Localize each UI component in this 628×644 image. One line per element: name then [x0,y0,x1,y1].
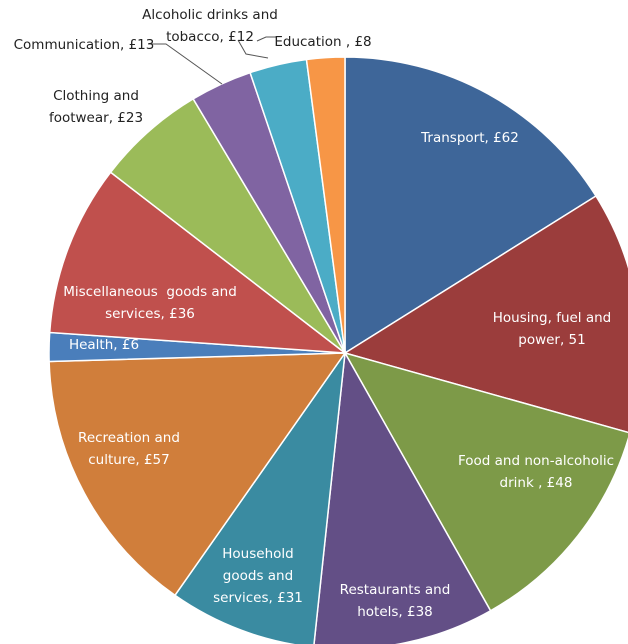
pie-slice-restaurants-and-hotels [313,350,492,644]
pie-slice-household-goods-and-services [173,350,347,644]
slice-label-line: Recreation and [78,430,180,446]
slice-label-alcoholic-drinks-and-tobacco: Alcoholic drinks and tobacco, £12 [142,7,278,45]
slice-label-health: Health, £6 [69,337,139,353]
slice-label-restaurants-and-hotels: Restaurants and hotels, £38 [340,582,451,620]
pie-slice-recreation-and-culture [48,352,347,597]
slice-label-line: footwear, £23 [49,110,143,126]
slice-label-clothing-and-footwear: Clothing and footwear, £23 [49,88,143,126]
slice-label-line: culture, £57 [88,452,170,468]
leader-lines [148,36,276,85]
slice-label-line: Restaurants and [340,582,451,598]
slice-label-housing-fuel-and-power: Housing, fuel and power, 51 [493,310,612,348]
slice-label-line: services, £31 [213,590,303,606]
slice-label-food-and-non-alcoholic-drink: Food and non-alcoholic drink , £48 [458,453,614,491]
slice-label-line: Communication, £13 [14,37,155,53]
slice-label-line: Alcoholic drinks and [142,7,278,23]
slice-label-line: power, 51 [518,332,586,348]
slice-label-line: Transport, £62 [420,130,519,146]
pie-slice-education [305,56,346,354]
slice-label-line: Housing, fuel and [493,310,612,326]
leader-line-communication [148,43,223,85]
slice-label-recreation-and-culture: Recreation and culture, £57 [78,430,180,468]
slice-label-line: Miscellaneous goods and [63,284,237,300]
slice-label-line: hotels, £38 [357,604,433,620]
slice-label-education: Education , £8 [274,34,371,50]
slice-label-household-goods-and-services: Household goods and services, £31 [213,546,303,606]
pie-slice-housing-fuel-and-power [343,194,628,434]
pie-slices [48,56,628,644]
slice-label-line: Food and non-alcoholic [458,453,614,469]
pie-slice-transport [344,56,597,355]
slice-label-line: drink , £48 [500,475,573,491]
leader-line-education [256,36,276,42]
pie-slice-miscellaneous-goods-and-services [48,171,348,354]
slice-label-line: Household [222,546,293,562]
slice-label-line: Clothing and [53,88,139,104]
leader-line-alcoholic-drinks-and-tobacco [237,39,269,59]
slice-label-line: services, £36 [105,306,195,322]
slice-label-miscellaneous-goods-and-services: Miscellaneous goods and services, £36 [63,284,237,322]
slice-label-line: Education , £8 [274,34,371,50]
slice-label-line: tobacco, £12 [166,29,254,45]
slice-label-transport: Transport, £62 [420,130,519,146]
pie-slice-food-and-non-alcoholic-drink [343,351,628,612]
slice-label-line: goods and [223,568,293,584]
slice-label-communication: Communication, £13 [14,37,155,53]
slice-labels: Transport, £62 Housing, fuel and power, 51… [14,7,614,620]
slice-label-line: Health, £6 [69,337,139,353]
